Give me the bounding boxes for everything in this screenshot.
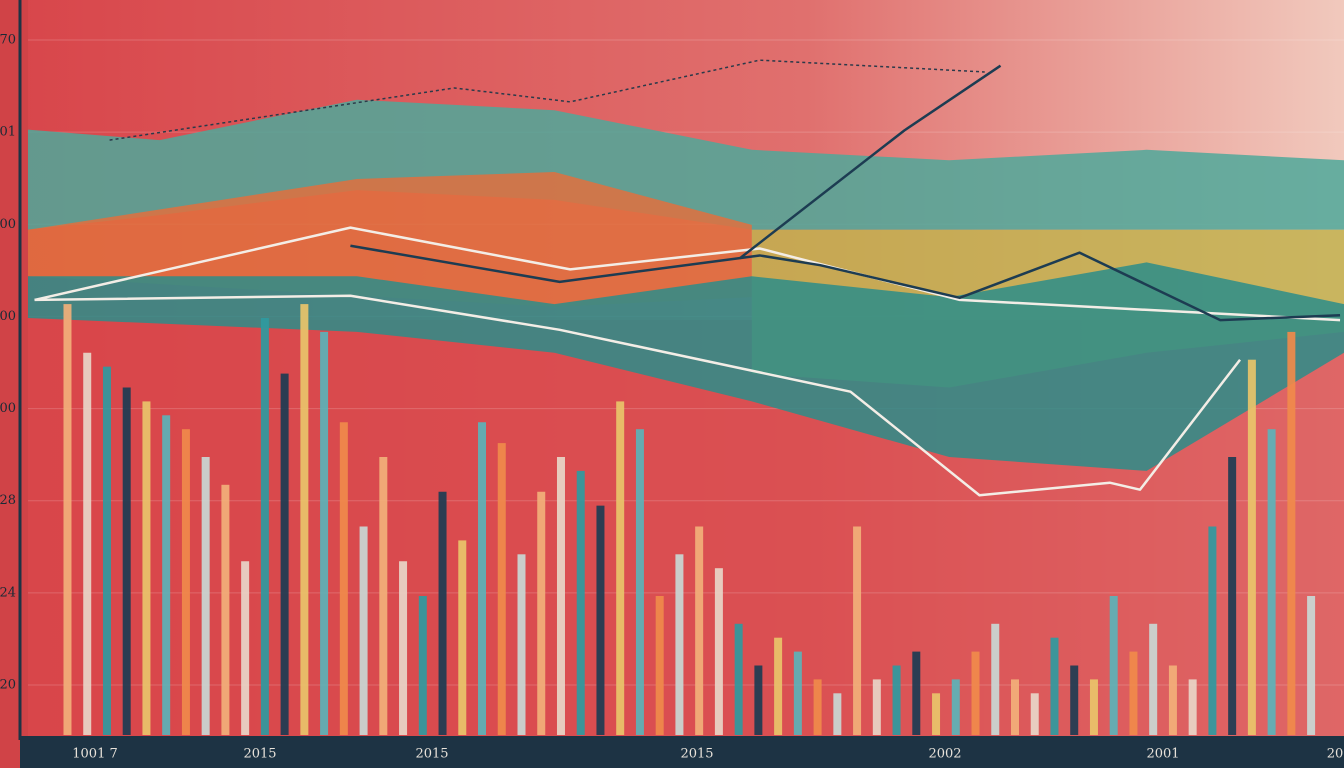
- bar: [872, 679, 881, 735]
- x-tick-label: 20: [1327, 747, 1344, 762]
- bar: [280, 373, 289, 735]
- bar: [260, 318, 269, 735]
- y-tick-label: 20: [0, 678, 16, 693]
- bar: [576, 470, 585, 735]
- bar: [320, 331, 329, 735]
- bar: [1070, 665, 1079, 735]
- bar: [517, 554, 526, 735]
- bar: [1030, 693, 1039, 735]
- bar: [359, 526, 368, 735]
- bar: [478, 422, 487, 735]
- bar: [971, 651, 980, 735]
- line: [739, 64, 1002, 260]
- bar: [221, 484, 230, 735]
- bar: [734, 623, 743, 735]
- bar: [497, 443, 506, 735]
- y-tick-label: 24: [0, 585, 16, 600]
- bar: [951, 679, 960, 735]
- bar: [537, 491, 546, 735]
- bar: [616, 401, 625, 735]
- bar: [1050, 637, 1059, 735]
- line: [350, 244, 1341, 322]
- bar: [63, 304, 72, 735]
- bar: [1109, 596, 1118, 735]
- x-axis-band: [20, 736, 1344, 768]
- bar: [201, 457, 210, 735]
- bar: [162, 415, 171, 735]
- bar: [556, 457, 565, 735]
- bar: [438, 491, 447, 735]
- bar: [655, 596, 664, 735]
- bar: [754, 665, 763, 735]
- x-tick-label: 2015: [243, 747, 276, 762]
- bar: [596, 505, 605, 735]
- area-band: [28, 172, 752, 307]
- y-tick-label: 70: [0, 33, 16, 48]
- bar: [458, 540, 467, 735]
- bar: [83, 352, 92, 735]
- bar: [991, 623, 1000, 735]
- area-band: [28, 262, 1344, 471]
- x-tick-label: 2001: [1146, 747, 1179, 762]
- bar: [122, 387, 131, 735]
- bar: [714, 568, 723, 735]
- bar: [1307, 596, 1316, 735]
- bar: [774, 637, 783, 735]
- bar: [892, 665, 901, 735]
- y-tick-label: 01: [0, 125, 16, 140]
- bar: [142, 401, 151, 735]
- bar: [418, 596, 427, 735]
- bar: [932, 693, 941, 735]
- bar: [853, 526, 862, 735]
- bar: [695, 526, 704, 735]
- bar: [813, 679, 822, 735]
- bar: [300, 304, 309, 735]
- area-band: [28, 99, 1344, 230]
- y-tick-label: 28: [0, 493, 16, 508]
- bar: [399, 561, 408, 735]
- line: [34, 226, 1341, 322]
- bar: [1247, 359, 1256, 735]
- bar: [241, 561, 250, 735]
- y-tick-label: 00: [0, 217, 16, 232]
- x-tick-label: 2015: [415, 747, 448, 762]
- bar: [635, 429, 644, 735]
- bar: [1011, 679, 1019, 735]
- line: [109, 59, 985, 141]
- bar: [339, 422, 348, 735]
- bar: [1208, 526, 1217, 735]
- y-tick-label: 00: [0, 309, 16, 324]
- bar: [1129, 651, 1138, 735]
- x-tick-label: 2015: [680, 747, 713, 762]
- bar: [1168, 665, 1177, 735]
- bar: [102, 366, 111, 735]
- bar: [912, 651, 921, 735]
- bar: [379, 457, 388, 735]
- plot-area: [28, 39, 1344, 735]
- bar: [1228, 457, 1237, 735]
- x-tick-label: 2002: [928, 747, 961, 762]
- bar: [793, 651, 802, 735]
- y-axis-band: [0, 0, 28, 768]
- bar: [1188, 679, 1197, 735]
- bar: [1149, 623, 1158, 735]
- line: [34, 294, 1242, 497]
- bar: [1287, 331, 1296, 735]
- bar: [1267, 429, 1276, 735]
- x-tick-label: 1001 7: [72, 747, 118, 762]
- bar: [181, 429, 190, 735]
- bar: [675, 554, 684, 735]
- bar: [833, 693, 842, 735]
- bar: [1089, 679, 1098, 735]
- y-tick-label: 00: [0, 401, 16, 416]
